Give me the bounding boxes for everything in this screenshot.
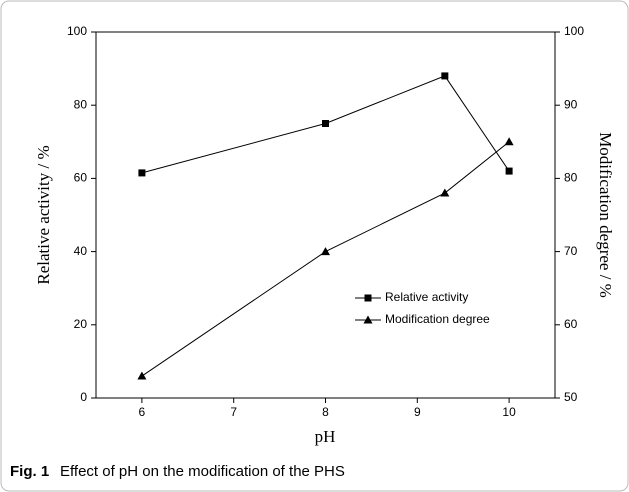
- marker: [138, 169, 146, 177]
- y-tick-label: 20: [74, 317, 88, 331]
- legend-marker: [364, 294, 372, 302]
- caption-text: Effect of pH on the modification of the …: [60, 463, 345, 480]
- y-tick-label: 0: [80, 390, 87, 404]
- y2-tick-label: 90: [564, 97, 578, 111]
- marker: [504, 137, 514, 146]
- x-tick-label: 10: [502, 405, 516, 419]
- x-tick-label: 7: [230, 405, 237, 419]
- legend-label: Relative activity: [385, 290, 468, 304]
- y2-tick-label: 60: [564, 317, 578, 331]
- y2-tick-label: 70: [564, 244, 578, 258]
- y-axis-label: Relative activity / %: [34, 145, 53, 284]
- x-tick-label: 6: [139, 405, 146, 419]
- series-line: [141, 75, 510, 174]
- x-axis-label: pH: [315, 427, 336, 446]
- y-tick-label: 100: [67, 24, 87, 38]
- marker: [137, 371, 147, 380]
- legend-label: Modification degree: [385, 312, 490, 326]
- marker: [321, 247, 330, 256]
- y2-tick-label: 50: [564, 390, 578, 404]
- y2-tick-label: 100: [564, 24, 584, 38]
- y-tick-label: 40: [74, 244, 88, 258]
- plot-frame: [95, 31, 556, 399]
- marker: [322, 120, 329, 127]
- y-tick-label: 60: [74, 171, 88, 185]
- x-tick-label: 8: [322, 405, 329, 419]
- legend-marker: [363, 315, 373, 324]
- y2-tick-label: 80: [564, 171, 578, 185]
- marker: [505, 167, 513, 175]
- caption-label: Fig. 1: [10, 463, 49, 480]
- y2-axis-label: Modification degree / %: [596, 132, 615, 298]
- x-tick-label: 9: [414, 405, 421, 419]
- y-tick-label: 80: [74, 97, 88, 111]
- marker: [441, 72, 449, 80]
- marker: [440, 188, 450, 197]
- series-line: [141, 141, 510, 377]
